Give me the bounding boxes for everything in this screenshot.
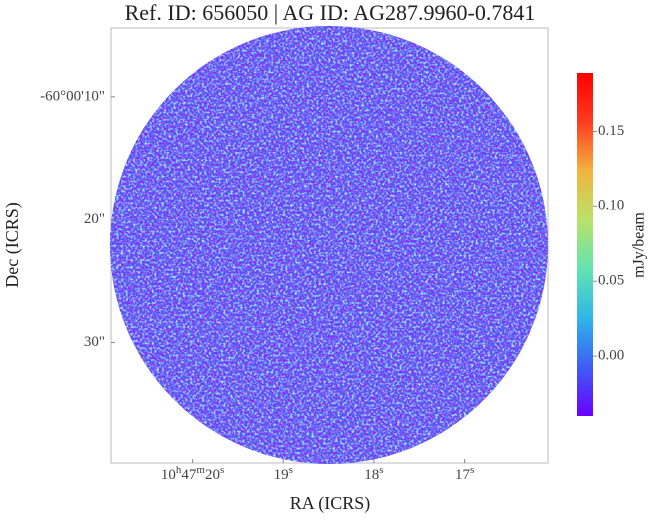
image	[110, 26, 548, 464]
x-tick-label: 17s	[455, 464, 474, 484]
colorbar-label: mJy/beam	[631, 212, 648, 278]
y-tick-label: 20"	[84, 211, 105, 227]
y-tick-label: 30"	[84, 334, 105, 350]
colorbar	[577, 73, 593, 416]
colorbar-tick-label: 0.15	[598, 123, 624, 139]
colorbar-tick-label: 0.10	[598, 198, 624, 214]
x-tick-label: 10h47m20s	[161, 464, 224, 484]
x-tick-label: 19s	[274, 464, 293, 484]
colorbar-tick-label: 0.00	[598, 348, 624, 364]
colorbar-tick-label: 0.05	[598, 273, 624, 289]
x-axis-label: RA (ICRS)	[290, 493, 371, 514]
y-tick-label: -60°00'10"	[40, 88, 105, 104]
x-tick-label: 18s	[364, 464, 383, 484]
chart-title: Ref. ID: 656050 | AG ID: AG287.9960-0.78…	[125, 0, 536, 25]
y-axis-label: Dec (ICRS)	[2, 202, 23, 287]
